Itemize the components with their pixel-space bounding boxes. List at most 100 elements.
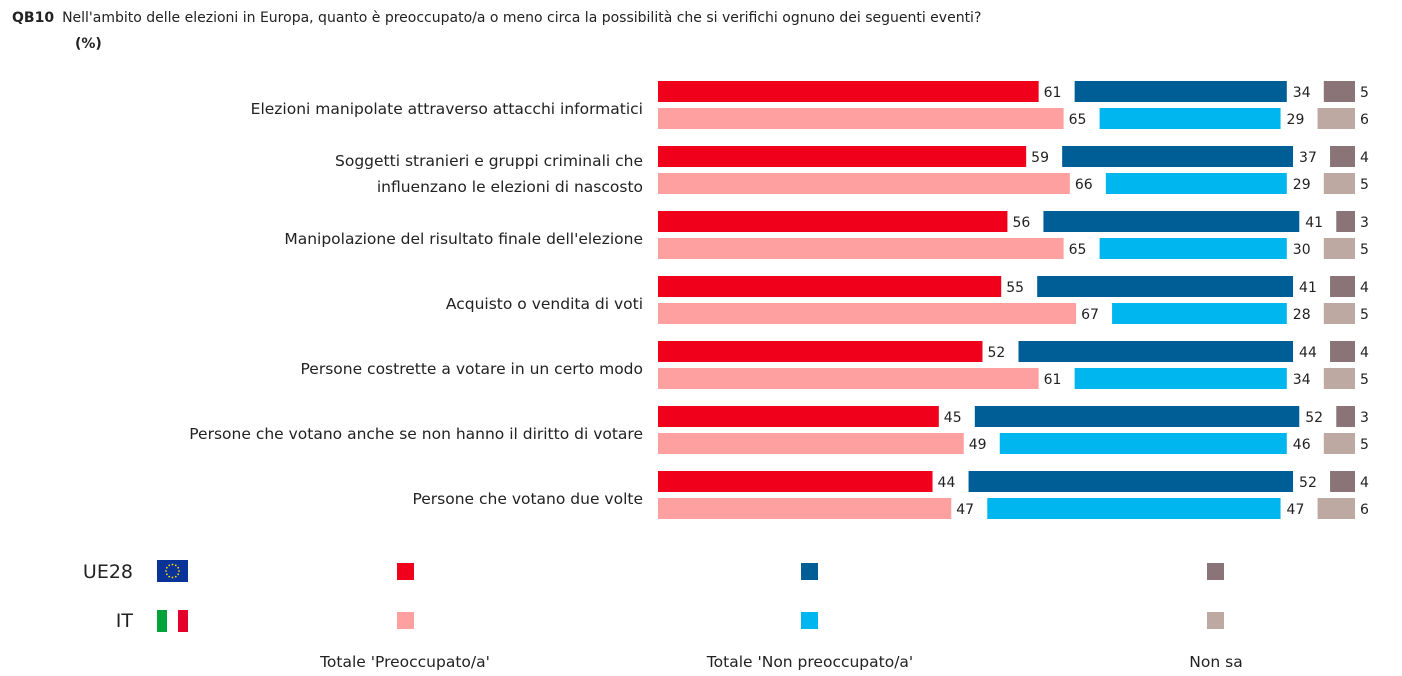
value-label-it-non-sa: 5: [1360, 307, 1369, 323]
value-label-it-non-preoccupato: 47: [1287, 502, 1305, 518]
legend-country-label: IT: [116, 610, 134, 632]
value-label-ue-non-preoccupato: 34: [1293, 85, 1311, 101]
bar-ue-non-preoccupato: [1037, 276, 1294, 297]
value-label-it-non-sa: 5: [1360, 242, 1369, 258]
value-label-ue-non-preoccupato: 41: [1305, 215, 1323, 231]
value-label-it-non-preoccupato: 29: [1287, 112, 1305, 128]
legend-swatch-it-0: [397, 612, 414, 629]
value-label-ue-non-sa: 4: [1360, 150, 1369, 166]
italy-flag-red: [178, 610, 188, 632]
eu-flag-star: [171, 576, 174, 579]
italy-flag-white: [167, 610, 178, 632]
bar-ue-non-preoccupato: [974, 406, 1300, 427]
value-label-it-non-sa: 5: [1360, 372, 1369, 388]
eu-flag-star: [168, 575, 171, 578]
bar-ue-preoccupato: [658, 341, 983, 362]
eu-flag-star: [174, 564, 177, 567]
value-label-ue-non-sa: 5: [1360, 85, 1369, 101]
eu-flag-icon: [157, 560, 188, 582]
value-label-ue-non-preoccupato: 52: [1305, 410, 1323, 426]
value-label-it-non-preoccupato: 28: [1293, 307, 1311, 323]
bar-ue-preoccupato: [658, 471, 933, 492]
eu-flag-star: [171, 563, 174, 566]
value-label-it-non-sa: 5: [1360, 177, 1369, 193]
value-label-it-non-preoccupato: 30: [1293, 242, 1311, 258]
bar-it-preoccupato: [658, 303, 1077, 324]
category-label: Soggetti stranieri e gruppi criminali ch…: [335, 152, 643, 170]
value-label-ue-preoccupato: 45: [944, 410, 962, 426]
bar-ue-preoccupato: [658, 146, 1027, 167]
eu-flag-star: [178, 570, 180, 572]
bar-it-preoccupato: [658, 368, 1039, 389]
value-label-it-non-preoccupato: 46: [1293, 437, 1311, 453]
bar-ue-non-sa: [1330, 341, 1355, 362]
legend-swatch-ue-1: [801, 563, 818, 580]
bar-ue-non-sa: [1323, 81, 1355, 102]
bar-ue-preoccupato: [658, 81, 1039, 102]
bar-ue-non-sa: [1330, 471, 1355, 492]
value-label-ue-preoccupato: 44: [938, 475, 956, 491]
legend-swatch-it-1: [801, 612, 818, 629]
value-label-it-preoccupato: 49: [969, 437, 987, 453]
value-label-it-non-sa: 5: [1360, 437, 1369, 453]
question-header: QB10 Nell'ambito delle elezioni in Europa…: [12, 8, 981, 28]
legend-category-label: Non sa: [1189, 653, 1242, 671]
question-code: QB10: [12, 10, 55, 26]
bar-it-non-sa: [1323, 238, 1355, 259]
bar-it-non-sa: [1317, 108, 1355, 129]
bar-it-non-sa: [1323, 303, 1355, 324]
value-label-ue-non-preoccupato: 52: [1299, 475, 1317, 491]
bar-ue-non-sa: [1336, 211, 1355, 232]
legend-country-label: UE28: [83, 561, 133, 583]
bar-it-non-preoccupato: [1074, 368, 1287, 389]
bar-ue-preoccupato: [658, 276, 1002, 297]
bar-it-preoccupato: [658, 173, 1070, 194]
category-label: influenzano le elezioni di nascosto: [377, 178, 643, 196]
value-label-ue-non-preoccupato: 41: [1299, 280, 1317, 296]
bar-ue-non-preoccupato: [1018, 341, 1294, 362]
bar-it-non-preoccupato: [1099, 108, 1281, 129]
bar-ue-non-sa: [1330, 146, 1355, 167]
value-label-it-preoccupato: 67: [1081, 307, 1099, 323]
bar-it-non-preoccupato: [1105, 173, 1287, 194]
legend-swatch-ue-0: [397, 563, 414, 580]
value-label-ue-preoccupato: 56: [1012, 215, 1030, 231]
bar-it-non-preoccupato: [1099, 238, 1287, 259]
category-label: Elezioni manipolate attraverso attacchi …: [251, 100, 643, 118]
value-label-it-preoccupato: 65: [1069, 242, 1087, 258]
category-label: Persone che votano due volte: [412, 490, 643, 508]
value-label-ue-non-sa: 3: [1360, 410, 1369, 426]
bar-it-preoccupato: [658, 433, 964, 454]
value-label-it-preoccupato: 61: [1044, 372, 1062, 388]
legend-category-label: Totale 'Non preoccupato/a': [706, 653, 913, 671]
value-label-ue-preoccupato: 61: [1044, 85, 1062, 101]
bar-ue-non-sa: [1330, 276, 1355, 297]
value-label-ue-non-sa: 4: [1360, 345, 1369, 361]
eu-flag-star: [165, 570, 167, 572]
value-label-ue-non-preoccupato: 37: [1299, 150, 1317, 166]
unit-label: (%): [75, 36, 102, 52]
value-label-ue-non-sa: 4: [1360, 280, 1369, 296]
bar-it-non-sa: [1323, 433, 1355, 454]
bar-it-non-sa: [1317, 498, 1355, 519]
value-label-it-non-sa: 6: [1360, 502, 1369, 518]
value-label-it-preoccupato: 65: [1069, 112, 1087, 128]
eu-flag-star: [177, 573, 180, 576]
eu-flag-star: [165, 573, 168, 576]
bar-it-preoccupato: [658, 108, 1064, 129]
bar-it-preoccupato: [658, 238, 1064, 259]
bar-it-non-sa: [1323, 173, 1355, 194]
value-label-ue-non-sa: 4: [1360, 475, 1369, 491]
legend-category-label: Totale 'Preoccupato/a': [319, 653, 490, 671]
value-label-it-non-preoccupato: 29: [1293, 177, 1311, 193]
category-label: Acquisto o vendita di voti: [446, 295, 643, 313]
value-label-ue-preoccupato: 52: [987, 345, 1005, 361]
bar-it-non-preoccupato: [999, 433, 1287, 454]
bar-ue-non-preoccupato: [1074, 81, 1287, 102]
bar-ue-preoccupato: [658, 211, 1008, 232]
value-label-ue-non-sa: 3: [1360, 215, 1369, 231]
bar-ue-preoccupato: [658, 406, 939, 427]
category-label: Persone che votano anche se non hanno il…: [189, 425, 643, 443]
bar-ue-non-preoccupato: [968, 471, 1294, 492]
